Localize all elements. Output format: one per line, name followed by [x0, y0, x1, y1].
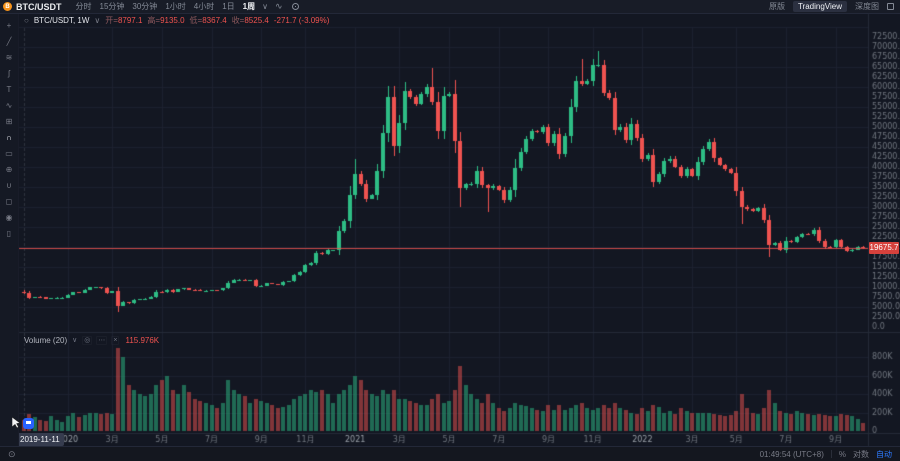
mouse-cursor	[12, 417, 21, 429]
change-value: -271.7 (-3.09%)	[273, 16, 330, 25]
tab-original[interactable]: 原版	[768, 2, 785, 11]
lock-all-icon[interactable]: ◻	[5, 197, 13, 206]
interval-15m[interactable]: 15分钟	[99, 2, 125, 11]
tab-tradingview[interactable]: TradingView	[792, 1, 847, 12]
more-icon[interactable]: ⋯	[96, 336, 108, 345]
volume-chevron-icon[interactable]: ∨	[72, 337, 78, 344]
close-label: 收=	[231, 16, 245, 25]
trend-line-icon[interactable]: ╱	[6, 37, 12, 46]
magnet-icon[interactable]: ∩	[6, 133, 12, 142]
log-scale-button[interactable]: 对数	[853, 449, 869, 459]
legend-close: 收=8525.4	[232, 15, 269, 26]
brush-icon[interactable]: ʃ	[8, 69, 10, 78]
volume-value: 115.976K	[125, 336, 160, 345]
close-value: 8525.4	[244, 16, 269, 25]
legend-open: 开=8797.1	[105, 15, 142, 26]
symbol-title: BTC/USDT	[16, 1, 62, 12]
fullscreen-icon[interactable]	[887, 3, 894, 10]
bottom-toolbar: ⊙ 01:49:54 (UTC+8) % 对数 自动	[0, 446, 900, 461]
pin-icon[interactable]: ⊙	[8, 448, 16, 459]
bitcoin-logo-icon: B	[3, 2, 12, 11]
legend-high: 高=9135.0	[147, 15, 184, 26]
clock-readout[interactable]: 01:49:54 (UTC+8)	[759, 449, 824, 459]
drawing-toolbar: + ╱ ≋ ʃ T ∿ ⊞ ∩ ▭ ⊕ ∪ ◻ ◉ ▯	[0, 14, 19, 446]
xabcd-pattern-icon[interactable]: ∿	[5, 101, 13, 110]
view-tabs: 原版 TradingView 深度图	[765, 1, 900, 12]
symbol-search-icon[interactable]: ○	[24, 16, 29, 25]
auto-scale-button[interactable]: 自动	[876, 449, 892, 459]
open-label: 开=	[105, 16, 118, 25]
legend-title[interactable]: BTC/USDT, 1W	[33, 16, 90, 25]
footer-right-controls: 01:49:54 (UTC+8) % 对数 自动	[760, 449, 892, 460]
long-short-position-icon[interactable]: ⊞	[5, 117, 13, 126]
low-value: 8367.4	[202, 16, 227, 25]
tradingview-watermark-logo[interactable]	[23, 418, 34, 429]
eye-icon[interactable]: ◎	[82, 336, 93, 345]
volume-title[interactable]: Volume (20)	[24, 336, 68, 345]
hide-all-icon[interactable]: ◉	[5, 213, 13, 222]
low-label: 低=	[189, 16, 203, 25]
fib-retracement-icon[interactable]: ≋	[5, 53, 13, 62]
ohlc-legend: ○ BTC/USDT, 1W ∨ 开=8797.1 高=9135.0 低=836…	[24, 15, 329, 26]
tab-depth[interactable]: 深度图	[855, 2, 879, 11]
chart-style-icon[interactable]: ∿	[274, 1, 283, 11]
chevron-down-icon[interactable]: ∨	[262, 2, 268, 11]
remove-all-icon[interactable]: ▯	[6, 229, 12, 238]
legend-low: 低=8367.4	[190, 15, 227, 26]
measure-icon[interactable]: ▭	[5, 149, 13, 158]
settings-gear-icon[interactable]	[291, 3, 299, 10]
high-label: 高=	[147, 16, 161, 25]
interval-30m[interactable]: 30分钟	[132, 2, 158, 11]
interval-1h[interactable]: 1小时	[165, 2, 186, 11]
high-value: 9135.0	[160, 16, 185, 25]
percent-scale-button[interactable]: %	[838, 449, 846, 459]
interval-4h[interactable]: 4小时	[193, 2, 215, 11]
interval-1w-selected[interactable]: 1周	[242, 2, 256, 11]
crosshair-icon[interactable]: +	[6, 21, 12, 30]
zoom-in-icon[interactable]: ⊕	[5, 165, 13, 174]
magnet-strong-icon[interactable]: ∪	[6, 181, 12, 190]
crosshair-date-tooltip: 2019-11-11	[16, 433, 64, 446]
interval-1d[interactable]: 1日	[222, 2, 235, 11]
volume-legend: Volume (20) ∨ ◎ ⋯ × 115.976K	[24, 336, 159, 345]
text-tool-icon[interactable]: T	[6, 85, 12, 94]
footer-divider	[830, 450, 832, 458]
last-price-label: 19675.7	[869, 242, 899, 254]
open-value: 8797.1	[117, 16, 143, 25]
close-icon[interactable]: ×	[111, 336, 120, 345]
legend-change: -271.7 (-3.09%)	[274, 16, 330, 25]
interval-1m[interactable]: 分时	[75, 2, 92, 11]
chart-header: B BTC/USDT 分时 15分钟 30分钟 1小时 4小时 1日 1周 ∨ …	[0, 0, 900, 14]
legend-chevron-icon[interactable]: ∨	[94, 16, 101, 25]
